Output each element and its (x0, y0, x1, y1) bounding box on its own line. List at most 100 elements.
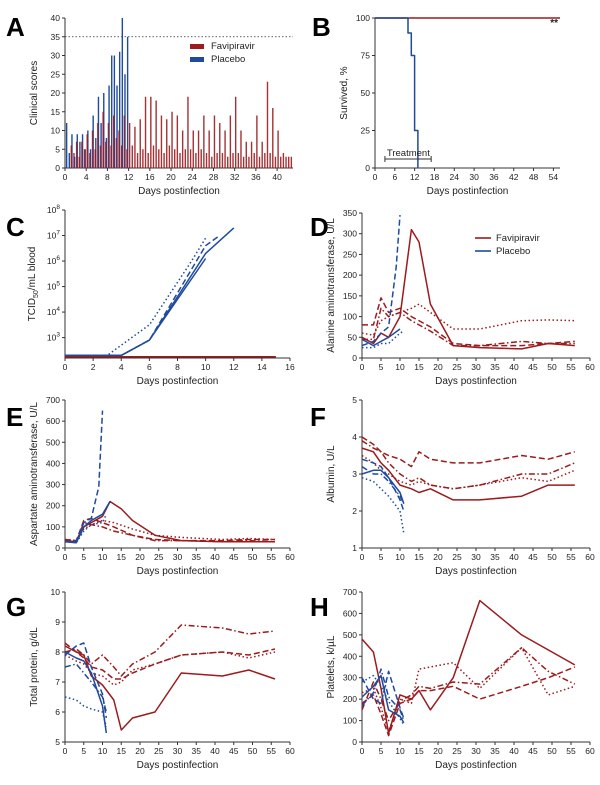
x-tick-label: 8 (105, 172, 110, 182)
legend-label: Placebo (211, 54, 245, 65)
x-tick-label: 35 (490, 746, 500, 756)
y-tick-label: 3 (352, 469, 357, 479)
y-tick-label: 10 (51, 126, 61, 136)
x-tick-label: 50 (547, 746, 557, 756)
series-line (361, 228, 575, 350)
x-tick-label: 35 (490, 552, 500, 562)
x-tick-label: 30 (173, 746, 183, 756)
y-tick-label: 0 (55, 543, 60, 553)
series-line (361, 476, 405, 534)
x-tick-label: 25 (452, 746, 462, 756)
x-tick-label: 35 (192, 746, 202, 756)
y-tick-label: 25 (361, 126, 371, 136)
x-tick-label: 0 (63, 746, 68, 756)
x-tick-label: 5 (379, 746, 384, 756)
panel-label: F (310, 402, 326, 432)
panel-label: A (6, 12, 25, 42)
y-tick-label: 200 (343, 694, 357, 704)
y-tick-label: 10 (51, 587, 61, 597)
y-tick-label: 15 (51, 107, 61, 117)
x-tick-label: 60 (285, 746, 295, 756)
x-tick-label: 25 (154, 552, 164, 562)
x-tick-label: 0 (360, 746, 365, 756)
y-axis-label: TCID50/mL blood (27, 247, 40, 322)
y-tick-label: 700 (343, 587, 357, 597)
y-tick-label: 0 (352, 737, 357, 747)
panel-label: B (312, 12, 331, 42)
x-tick-label: 15 (414, 746, 424, 756)
x-tick-label: 20 (135, 746, 145, 756)
x-tick-label: 32 (230, 172, 240, 182)
x-tick-label: 6 (147, 362, 152, 372)
series-line (64, 651, 276, 686)
x-axis-label: Days postinfection (137, 760, 219, 771)
y-tick-label: 8 (55, 647, 60, 657)
x-tick-label: 8 (175, 362, 180, 372)
x-tick-label: 20 (433, 552, 443, 562)
x-tick-label: 10 (395, 552, 405, 562)
y-tick-label: 5 (55, 737, 60, 747)
series-line (361, 215, 401, 347)
y-tick-label: 106 (47, 255, 60, 266)
series-line (64, 501, 111, 544)
series-line (362, 297, 575, 347)
series-line (64, 663, 108, 713)
x-tick-label: 30 (471, 746, 481, 756)
y-axis-label: Albumin, U/L (326, 445, 337, 503)
x-tick-label: 40 (272, 172, 282, 182)
panel-label: E (6, 402, 23, 432)
y-tick-label: 300 (343, 229, 357, 239)
x-tick-label: 15 (117, 746, 127, 756)
x-tick-label: 6 (392, 172, 397, 182)
y-tick-label: 0 (365, 163, 370, 173)
series-line (362, 330, 405, 349)
x-tick-label: 15 (414, 362, 424, 372)
y-tick-label: 6 (55, 707, 60, 717)
panel-B: B 0 6 12 18 24 30 36 42 48 54 0 25 50 75 100 Days postin… (312, 12, 560, 197)
series-line (64, 500, 275, 543)
x-tick-label: 0 (63, 172, 68, 182)
panel-label: H (310, 592, 329, 622)
y-tick-label: 100 (356, 13, 370, 23)
x-tick-label: 5 (81, 552, 86, 562)
legend-label: Placebo (496, 246, 530, 257)
y-tick-label: 100 (46, 522, 60, 532)
x-tick-label: 60 (585, 552, 595, 562)
y-tick-label: 40 (51, 13, 61, 23)
x-axis-label: Days postinfection (435, 376, 517, 387)
series-line (375, 17, 419, 168)
x-tick-label: 30 (471, 362, 481, 372)
x-tick-label: 45 (528, 362, 538, 372)
series-line (361, 674, 405, 724)
series-line (64, 642, 108, 719)
y-axis-label: Total protein, g/dL (29, 627, 40, 707)
x-tick-label: 12 (124, 172, 134, 182)
series-line (361, 668, 405, 721)
y-tick-label: 35 (51, 32, 61, 42)
x-axis-label: Days postinfection (435, 760, 517, 771)
x-tick-label: 25 (452, 362, 462, 372)
x-tick-label: 50 (248, 746, 258, 756)
x-tick-label: 42 (509, 172, 519, 182)
y-tick-label: 200 (46, 501, 60, 511)
x-tick-label: 55 (267, 552, 277, 562)
x-tick-label: 45 (528, 746, 538, 756)
x-tick-label: 40 (509, 746, 519, 756)
y-tick-label: 107 (47, 230, 60, 241)
x-tick-label: 10 (98, 552, 108, 562)
y-tick-label: 5 (55, 144, 60, 154)
panel-label: C (6, 212, 25, 242)
y-tick-label: 400 (46, 458, 60, 468)
series-line (64, 696, 108, 728)
x-tick-label: 30 (469, 172, 479, 182)
x-tick-label: 4 (84, 172, 89, 182)
x-tick-label: 50 (547, 552, 557, 562)
x-tick-label: 10 (201, 362, 211, 372)
x-tick-label: 5 (379, 362, 384, 372)
y-tick-label: 100 (343, 716, 357, 726)
x-tick-label: 12 (410, 172, 420, 182)
series-line (362, 307, 575, 347)
x-tick-label: 28 (209, 172, 219, 182)
series-line (361, 328, 401, 347)
